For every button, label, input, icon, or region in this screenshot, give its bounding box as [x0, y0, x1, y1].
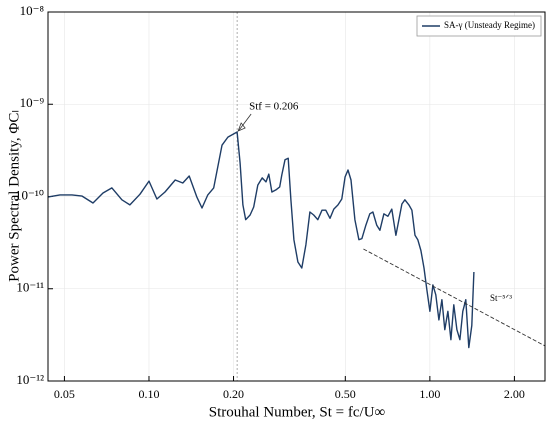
y-axis-label: Power Spectral Density, ΦCₗ [6, 110, 22, 282]
annotation-arrow [238, 113, 252, 131]
legend-box [416, 15, 542, 37]
x-tick-label: 0.20 [223, 387, 244, 401]
y-tick-label: 10⁻¹¹ [16, 280, 44, 295]
annotation-text: Stf = 0.206 [249, 101, 299, 113]
y-tick-label: 10⁻⁹ [20, 95, 45, 110]
x-tick-label: 0.05 [54, 387, 75, 401]
series-line [48, 131, 475, 349]
legend-label: SA-γ (Unsteady Regime) [444, 20, 535, 30]
x-tick-label: 1.00 [419, 387, 440, 401]
y-tick-label: 10⁻¹⁰ [15, 187, 44, 202]
plot-frame [47, 11, 546, 382]
reference-line [363, 248, 546, 347]
x-tick-label: 0.10 [138, 387, 159, 401]
y-tick-label: 10⁻⁸ [20, 3, 45, 18]
reference-label: St⁻⁵ᐟ³ [490, 293, 512, 303]
x-axis-label: Strouhal Number, St = fc/U∞ [209, 404, 385, 420]
x-tick-label: 0.50 [335, 387, 356, 401]
y-tick-label: 10⁻¹² [16, 372, 44, 387]
annotation-arrowhead [237, 122, 246, 132]
x-tick-label: 2.00 [504, 387, 525, 401]
